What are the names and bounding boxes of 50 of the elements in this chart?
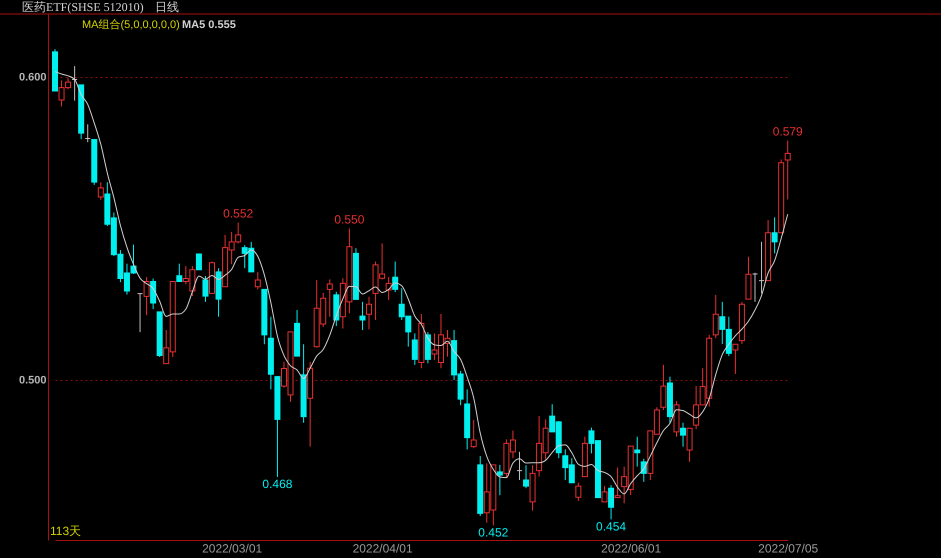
candlestick [359, 301, 366, 331]
annotation: 0.579 [772, 124, 804, 139]
candlestick [660, 364, 666, 411]
candlestick [496, 464, 503, 496]
candlestick [144, 276, 150, 316]
candlestick [84, 124, 91, 143]
candlestick [752, 272, 758, 302]
candlestick [72, 66, 78, 102]
candlestick [392, 261, 398, 293]
candlestick [412, 332, 418, 366]
annotation: 0.454 [596, 519, 626, 534]
x-tick-label: 2022/06/01 [601, 542, 662, 556]
candlestick [326, 278, 333, 318]
annotation: 0.452 [478, 525, 509, 540]
candlestick [196, 252, 202, 270]
candlestick [772, 216, 778, 254]
candlestick [758, 241, 765, 294]
chart-subtitle: 日线 [155, 0, 179, 14]
x-tick-label: 2022/07/05 [758, 542, 819, 556]
y-tick-label: 0.500 [18, 374, 46, 387]
candlestick [686, 428, 693, 462]
candlestick [523, 464, 530, 489]
x-tick-label: 2022/03/01 [202, 542, 262, 556]
candlestick [680, 422, 686, 448]
candlestick [784, 140, 791, 200]
candlestick [176, 263, 182, 282]
candlestick [732, 344, 738, 374]
candlestick [575, 482, 582, 502]
candlestick [470, 420, 477, 449]
candlestick [98, 182, 104, 201]
candlestick [634, 436, 640, 468]
candlestick [137, 293, 144, 333]
annotation: 0.550 [334, 212, 365, 227]
candlestick [608, 484, 614, 520]
candlestick [602, 486, 608, 502]
candlestick [614, 467, 621, 498]
chart-title: 医药ETF(SHSE 512010) [22, 0, 144, 14]
text: MA5 0.555 [182, 19, 236, 31]
candlestick [202, 276, 208, 302]
x-tick-label: 2022/04/01 [352, 542, 413, 556]
annotation: 0.468 [262, 476, 293, 491]
legend-title: MA组合(5,0,0,0,0,0) [82, 18, 180, 31]
annotation: 113天 [50, 524, 82, 538]
y-tick-label: 0.600 [18, 72, 46, 84]
candlestick [150, 278, 156, 310]
candlestick [366, 296, 372, 330]
annotation: 0.552 [223, 206, 254, 220]
candlestick [712, 294, 719, 339]
candlestick [516, 451, 522, 481]
candlestick [254, 271, 261, 290]
